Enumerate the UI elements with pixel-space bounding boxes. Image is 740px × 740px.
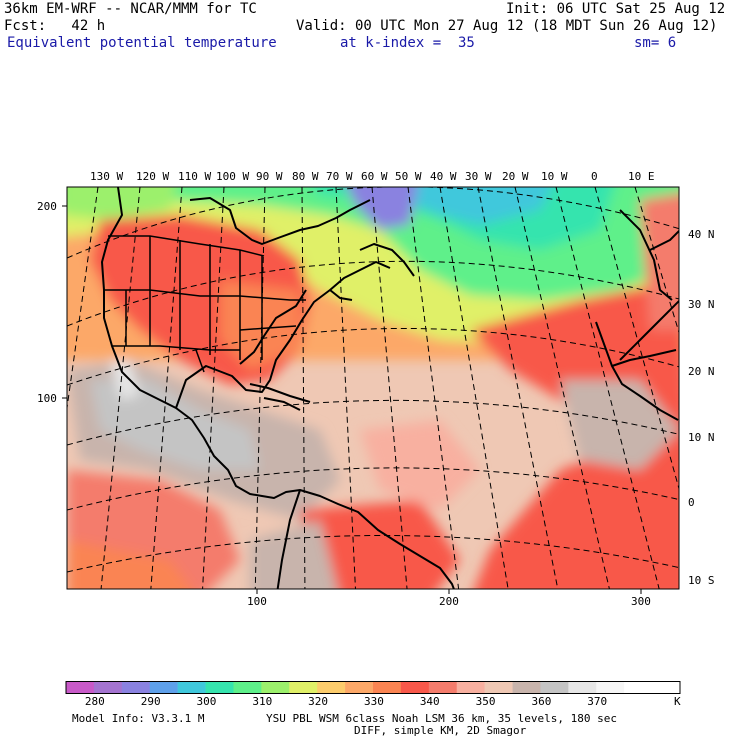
footer-physics-info: YSU PBL WSM 6class Noah LSM 36 km, 35 le…	[266, 712, 617, 725]
footer-model-info: Model Info: V3.3.1 M	[72, 712, 205, 725]
colorbar-swatch	[652, 681, 681, 693]
grid-label-left-200: 200	[37, 200, 57, 213]
grid-label-bottom-100: 100	[247, 595, 267, 608]
grid-label-bottom-200: 200	[439, 595, 459, 608]
map-frame	[66, 186, 680, 590]
axis-ticks	[62, 205, 642, 594]
colorbar-swatch	[289, 681, 318, 693]
colorbar-label: 280	[84, 695, 105, 708]
lat-label-10s: 10 S	[688, 574, 715, 587]
grid-label-bottom-300: 300	[631, 595, 651, 608]
lon-label-10e: 10 E	[628, 170, 655, 183]
colorbar-swatch	[121, 681, 151, 693]
political-borders	[104, 235, 306, 373]
colorbar-label: 330	[364, 695, 384, 708]
grid-label-left-100: 100	[37, 392, 57, 405]
lon-label-40w: 40 W	[430, 170, 457, 183]
lat-label-10n: 10 N	[688, 431, 715, 444]
lat-label-40n: 40 N	[688, 228, 715, 241]
lon-label-30w: 30 W	[465, 170, 492, 183]
lon-label-80w: 80 W	[292, 170, 319, 183]
lon-label-90w: 90 W	[256, 170, 283, 183]
valid-time: Valid: 00 UTC Mon 27 Aug 12 (18 MDT Sun …	[296, 18, 718, 34]
init-time: Init: 06 UTC Sat 25 Aug 12	[506, 1, 726, 17]
colorbar-label: 360	[531, 695, 552, 708]
lat-lon-grid	[67, 187, 679, 589]
colorbar-swatch	[345, 681, 374, 693]
lon-label-20w: 20 W	[502, 170, 529, 183]
lon-label-70w: 70 W	[326, 170, 353, 183]
level-info: at k-index = 35	[340, 35, 475, 51]
colorbar-swatch	[400, 681, 430, 693]
colorbar-label: 350	[475, 695, 496, 708]
colorbar-swatch	[596, 681, 625, 693]
lat-label-20n: 20 N	[688, 365, 715, 378]
colorbar-swatch	[177, 681, 206, 693]
model-title: 36km EM-WRF -- NCAR/MMM for TC	[4, 1, 257, 17]
colorbar-swatch	[205, 681, 234, 693]
colorbar-swatch	[568, 681, 597, 693]
colorbar-swatch	[428, 681, 458, 693]
theta-e-field	[67, 187, 679, 589]
colorbar-label: 320	[308, 695, 329, 708]
colorbar-swatch	[373, 681, 402, 693]
colorbar	[65, 681, 681, 694]
colorbar-swatch	[93, 681, 123, 693]
colorbar-unit: K	[674, 695, 681, 708]
lat-label-0: 0	[688, 496, 695, 509]
coastlines	[101, 187, 679, 589]
lon-label-10w: 10 W	[541, 170, 568, 183]
colorbar-label: 290	[140, 695, 161, 708]
colorbar-label: 340	[419, 695, 440, 708]
smoothing-info: sm= 6	[634, 35, 677, 51]
lon-label-130w: 130 W	[90, 170, 124, 183]
colorbar-swatch	[66, 681, 95, 693]
colorbar-label: 370	[587, 695, 608, 708]
footer-diffusion-info: DIFF, simple KM, 2D Smagor	[354, 724, 527, 737]
colorbar-swatch	[540, 681, 569, 693]
colorbar-swatch	[484, 681, 513, 693]
lon-label-0: 0	[591, 170, 598, 183]
colorbar-swatch	[149, 681, 178, 693]
colorbar-swatch	[624, 681, 653, 693]
colorbar-swatch	[233, 681, 262, 693]
lat-label-30n: 30 N	[688, 298, 715, 311]
lon-label-50w: 50 W	[395, 170, 422, 183]
colorbar-label: 310	[252, 695, 273, 708]
colorbar-swatch	[317, 681, 346, 693]
colorbar-frame	[65, 681, 681, 694]
lon-label-120w: 120 W	[136, 170, 170, 183]
lon-label-60w: 60 W	[361, 170, 388, 183]
colorbar-swatch	[261, 681, 290, 693]
forecast-hour: Fcst: 42 h	[4, 18, 106, 34]
field-name: Equivalent potential temperature	[7, 35, 277, 51]
colorbar-swatch	[512, 681, 541, 693]
lon-label-100w: 100 W	[216, 170, 250, 183]
colorbar-swatch	[456, 681, 485, 693]
lon-label-110w: 110 W	[178, 170, 212, 183]
colorbar-label: 300	[196, 695, 217, 708]
